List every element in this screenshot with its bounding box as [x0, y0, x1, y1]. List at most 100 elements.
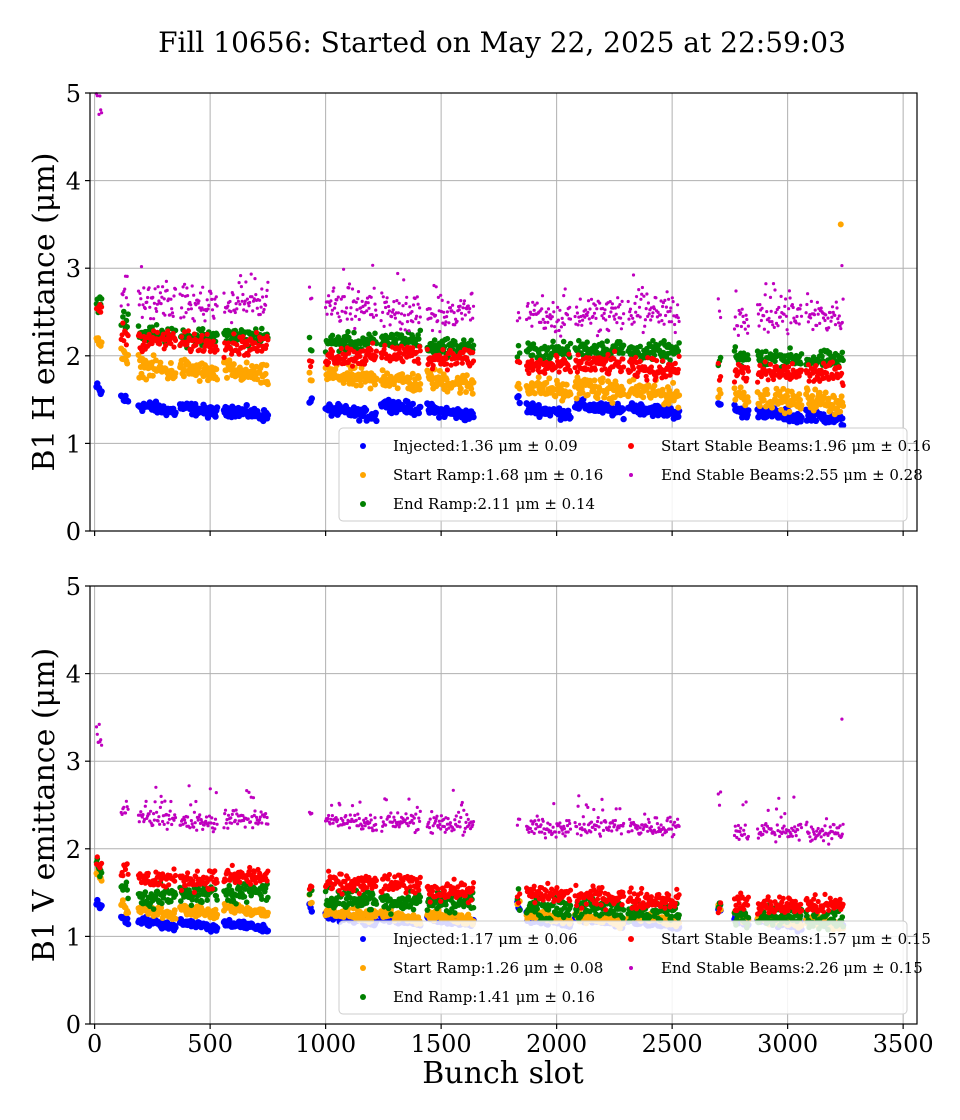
data-point [610, 302, 615, 306]
data-point [471, 316, 475, 320]
data-point [124, 296, 128, 300]
data-point [643, 318, 648, 322]
data-point [560, 316, 564, 320]
data-point [515, 319, 520, 323]
data-point [719, 315, 723, 320]
y-tick-label: 3 [66, 255, 81, 283]
data-point [468, 337, 475, 344]
data-point [265, 288, 269, 292]
data-point [165, 328, 171, 334]
data-point [470, 291, 474, 295]
data-point [330, 312, 334, 316]
data-point [637, 358, 643, 364]
data-point [138, 291, 142, 295]
data-point [417, 321, 421, 325]
data-point [833, 323, 838, 327]
data-point [370, 340, 376, 346]
data-point [620, 350, 626, 356]
data-point [819, 353, 825, 360]
data-point [588, 307, 592, 311]
data-point [740, 370, 746, 376]
data-point [598, 301, 602, 305]
data-point [660, 358, 666, 364]
data-point [634, 310, 638, 314]
data-point [443, 356, 449, 362]
data-point [553, 325, 557, 329]
data-point [215, 304, 219, 308]
data-point [99, 304, 105, 310]
data-point [210, 338, 216, 344]
data-point [404, 301, 408, 306]
data-point [192, 319, 196, 323]
data-point [798, 414, 805, 421]
data-point [762, 314, 766, 318]
data-point [733, 315, 737, 319]
data-point [170, 330, 176, 337]
data-point [331, 289, 335, 293]
data-point [740, 307, 744, 311]
data-point [778, 315, 782, 319]
data-point [673, 330, 677, 335]
data-point [798, 367, 805, 373]
data-point [380, 291, 384, 295]
data-point [622, 312, 626, 316]
data-point [154, 329, 160, 335]
data-point [530, 324, 534, 328]
data-point [675, 348, 682, 354]
y-tick-label: 0 [66, 518, 81, 546]
data-point [185, 328, 191, 334]
data-point [786, 408, 793, 415]
data-point [407, 329, 411, 333]
data-point [805, 302, 809, 307]
data-point [196, 378, 203, 384]
data-point [152, 301, 156, 305]
data-point [402, 313, 407, 317]
data-point [367, 385, 374, 392]
data-point [631, 316, 635, 320]
data-point [373, 353, 379, 359]
data-point [629, 314, 633, 318]
data-point [516, 385, 523, 392]
data-point [443, 323, 447, 327]
data-point [356, 290, 361, 294]
data-point [189, 307, 193, 311]
data-point [745, 356, 752, 363]
data-point [633, 301, 637, 305]
data-point [813, 308, 817, 312]
data-point [262, 307, 266, 312]
data-point [826, 316, 830, 320]
data-point [675, 413, 682, 420]
data-point [172, 409, 179, 416]
data-point [231, 293, 235, 297]
data-point [669, 306, 673, 310]
data-point [239, 285, 243, 289]
data-point [656, 310, 660, 314]
data-point [145, 300, 149, 304]
data-point [125, 274, 129, 278]
data-point [578, 319, 582, 323]
data-point [543, 320, 547, 324]
data-point [650, 314, 654, 318]
data-point [231, 331, 237, 337]
data-point [573, 314, 577, 319]
data-point [551, 300, 555, 305]
data-point [535, 374, 542, 381]
data-point [171, 314, 175, 318]
data-point [591, 377, 598, 384]
data-point [619, 406, 627, 413]
data-point [819, 306, 823, 310]
data-point [563, 381, 570, 388]
y-axis-label: B1 H emittance (μm) [27, 153, 62, 472]
data-point [771, 282, 776, 286]
data-point [676, 353, 682, 359]
data-point [516, 350, 523, 356]
legend-entry: Start Stable Beams:1.96 μm ± 0.16 [661, 437, 931, 455]
data-point [308, 395, 315, 402]
data-point [201, 285, 205, 289]
data-point [258, 312, 262, 317]
data-point [646, 301, 651, 305]
data-point [528, 316, 532, 320]
data-point [363, 358, 369, 364]
data-point [676, 392, 683, 399]
